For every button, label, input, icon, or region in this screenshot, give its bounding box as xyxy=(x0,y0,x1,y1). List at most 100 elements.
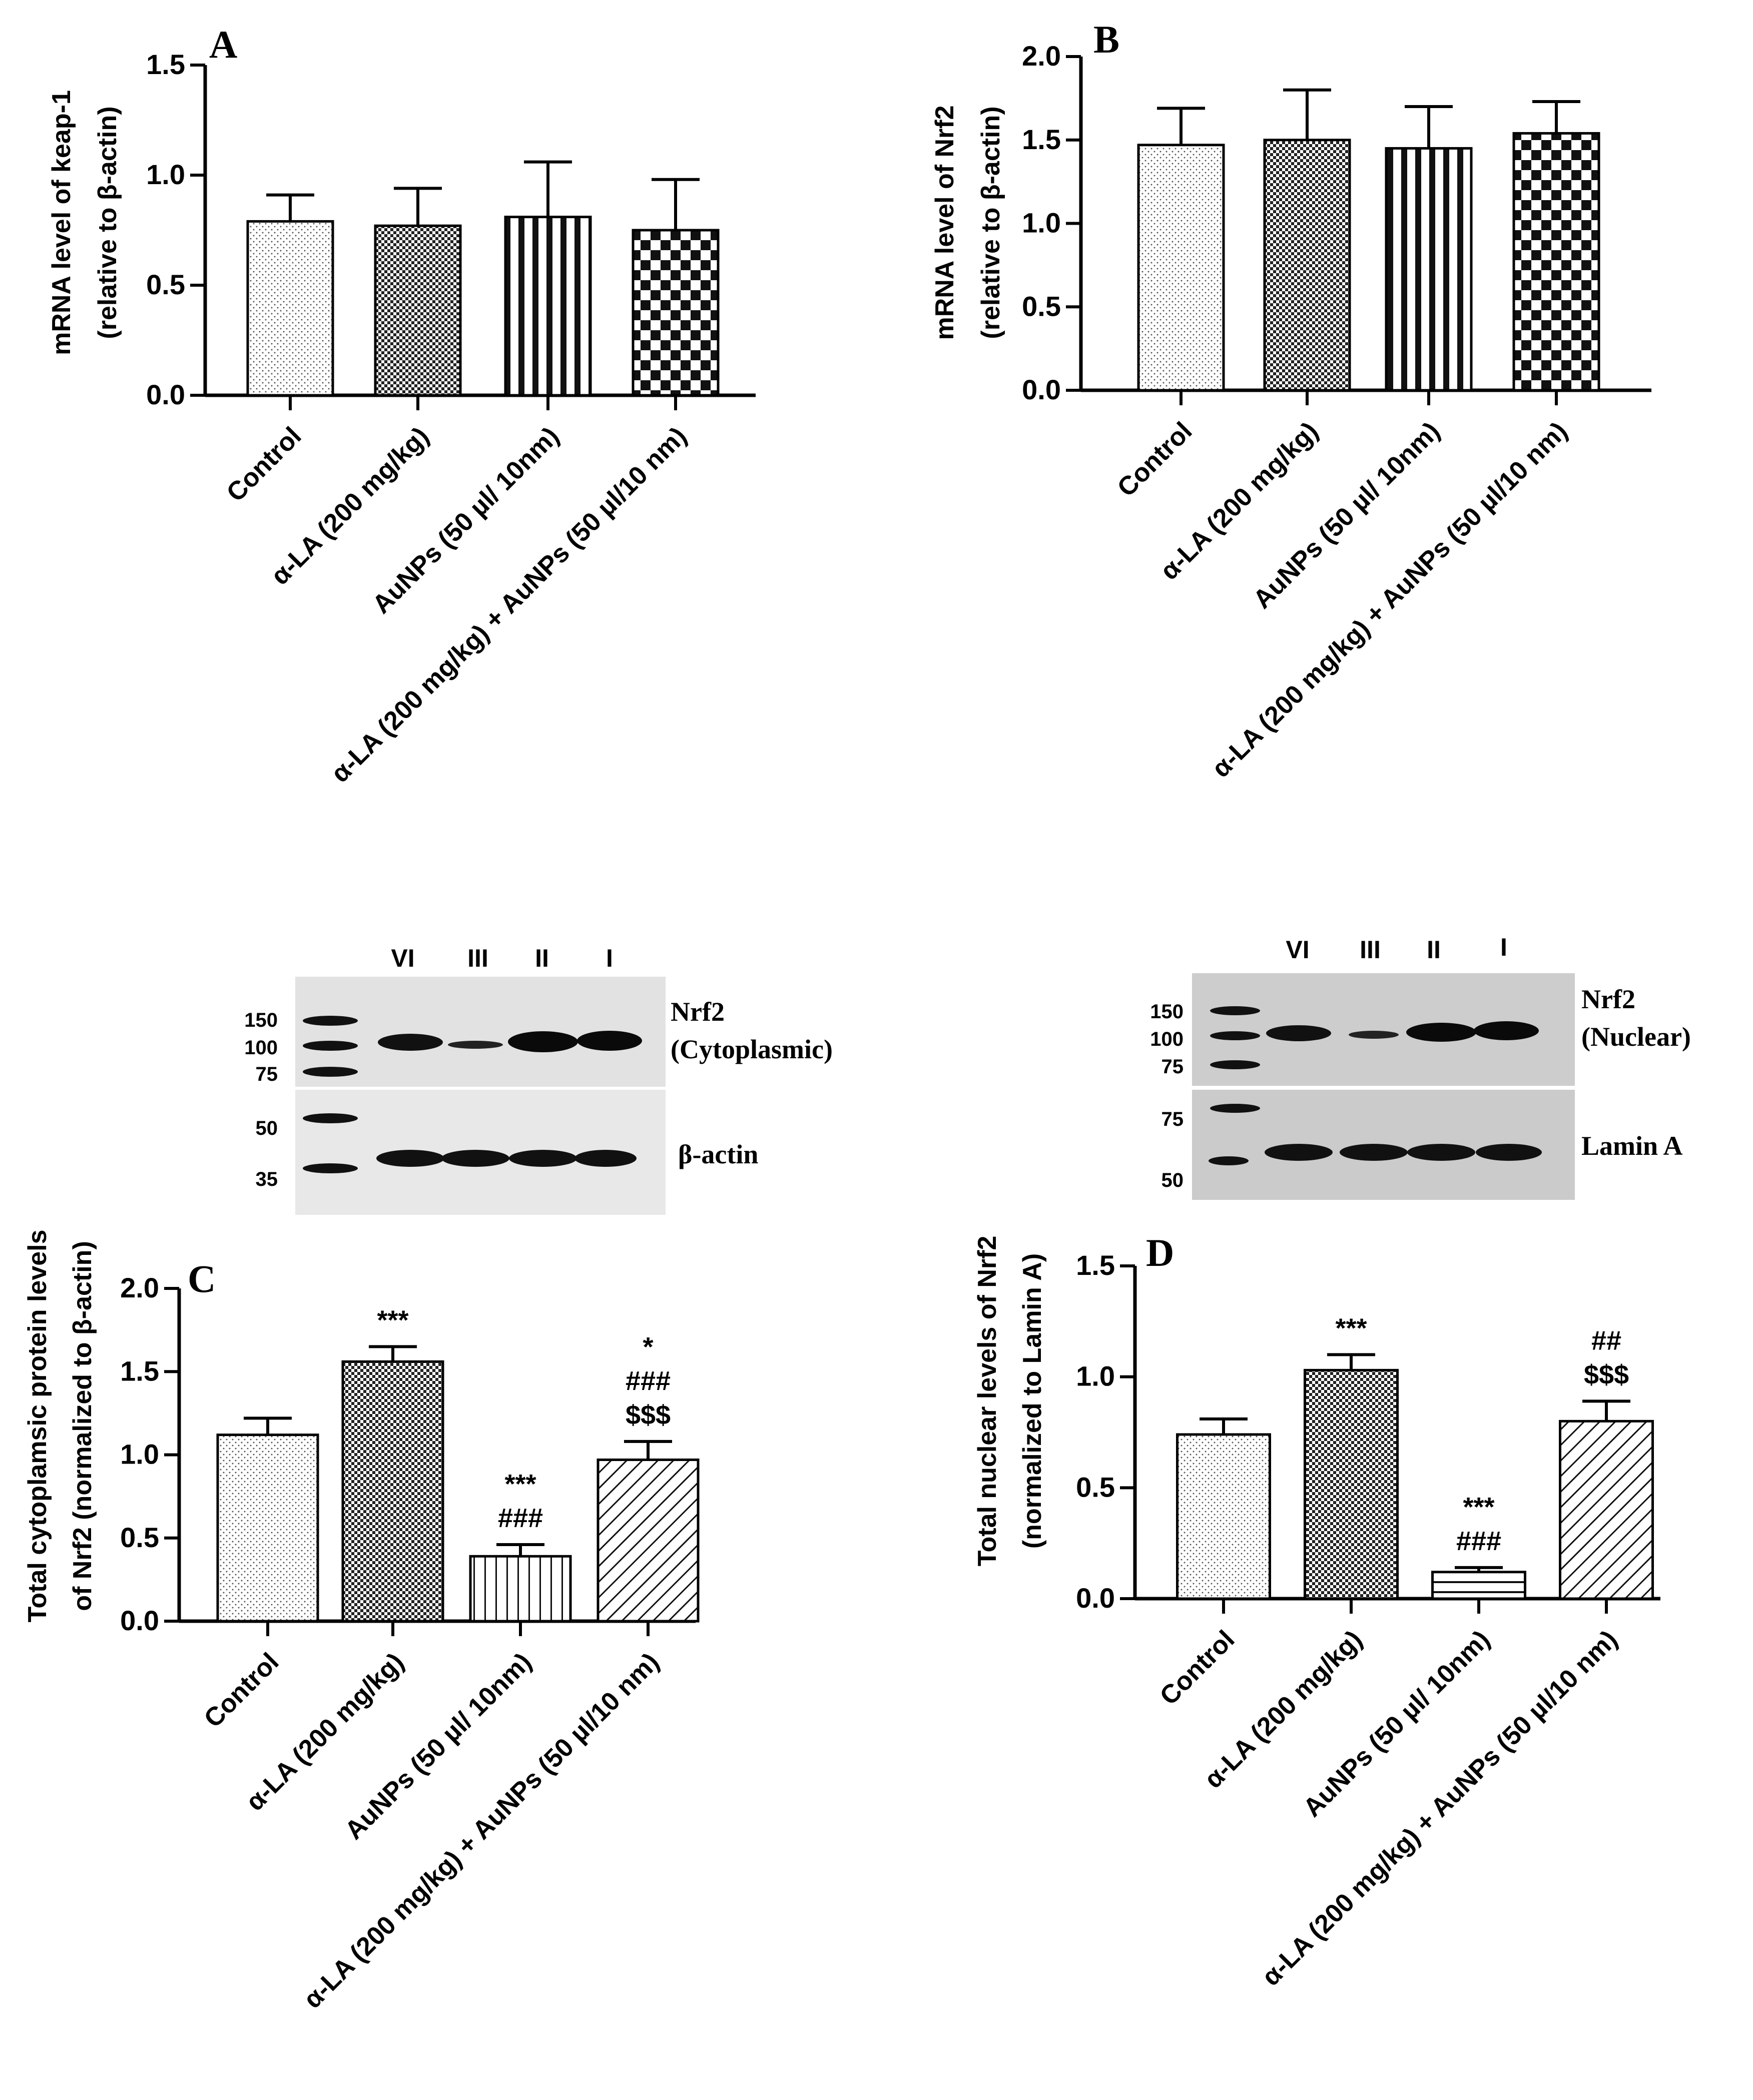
blot1-marker: 75 xyxy=(256,1063,278,1085)
blot2-label: Nrf2 xyxy=(1581,984,1635,1014)
panel-b-ylabel-line1: mRNA level of Nrf2 xyxy=(930,105,959,340)
ladder-band xyxy=(1210,1104,1260,1113)
y-tick-label: 1.5 xyxy=(146,49,185,80)
blot1-label: Nrf2 xyxy=(671,997,725,1027)
significance-label: * xyxy=(643,1332,653,1362)
significance-label: ### xyxy=(626,1366,671,1396)
panel-c-ylabel-line2: of Nrf2 (normalized to β-actin) xyxy=(68,1241,97,1611)
ladder-band xyxy=(1210,1006,1260,1015)
y-tick-label: 2.0 xyxy=(120,1272,159,1303)
blot1-label: (Cytoplasmic) xyxy=(671,1034,833,1064)
blot1-marker: 35 xyxy=(256,1168,278,1190)
panel-b-ylabel-line2: (relative to β-actin) xyxy=(976,106,1005,339)
panel-a-letter: A xyxy=(209,23,237,66)
ladder-band xyxy=(1210,1060,1260,1069)
blot-band xyxy=(441,1150,509,1167)
category-label: Control xyxy=(199,1647,285,1733)
ladder-band xyxy=(1210,1031,1260,1040)
panel-d-ylabel-line2: (normalized to Lamin A) xyxy=(1018,1253,1047,1549)
significance-label: *** xyxy=(1463,1492,1494,1522)
blot2-lane-label: I xyxy=(1500,933,1507,961)
y-tick-label: 0.0 xyxy=(120,1605,159,1636)
blot2-marker: 150 xyxy=(1150,1001,1184,1023)
bar xyxy=(632,229,720,397)
y-tick-label: 1.5 xyxy=(120,1355,159,1386)
ladder-band xyxy=(303,1067,358,1077)
blot-band xyxy=(1407,1144,1475,1161)
category-label: Control xyxy=(221,421,307,507)
y-tick-label: 1.5 xyxy=(1076,1249,1115,1281)
blot1-label: β-actin xyxy=(678,1139,758,1169)
panel-c-letter: C xyxy=(188,1257,216,1300)
significance-label: *** xyxy=(1335,1313,1367,1343)
blot2-lane-label: VI xyxy=(1286,936,1309,964)
blot-band xyxy=(1406,1023,1476,1042)
y-tick-label: 1.0 xyxy=(120,1439,159,1470)
panel-b-letter: B xyxy=(1093,18,1119,61)
ladder-band xyxy=(303,1113,358,1123)
western-blot-nuclear: VI III II I 150 100 75 75 50 Nrf2 (Nucle… xyxy=(1150,933,1691,1200)
y-tick-label: 1.0 xyxy=(146,159,185,190)
ladder-band xyxy=(303,1163,358,1173)
blot1-marker: 50 xyxy=(256,1117,278,1139)
blot-band xyxy=(509,1150,577,1167)
western-blot-cytoplasmic: VI III II I 150 100 75 50 35 Nrf2 (Cytop… xyxy=(244,944,833,1215)
blot2-label: (Nuclear) xyxy=(1581,1022,1691,1052)
panel-d-letter: D xyxy=(1146,1231,1174,1274)
ladder-band xyxy=(1209,1156,1249,1165)
ladder-band xyxy=(303,1016,358,1026)
blot1-marker: 150 xyxy=(244,1009,278,1031)
blot2-marker: 50 xyxy=(1161,1169,1184,1191)
significance-label: *** xyxy=(377,1305,408,1335)
bar xyxy=(1431,1571,1526,1600)
blot-band xyxy=(1349,1031,1399,1039)
bar xyxy=(216,1434,319,1623)
y-tick-label: 0.5 xyxy=(1076,1471,1115,1503)
bar xyxy=(374,224,462,397)
y-tick-label: 0.0 xyxy=(1022,374,1061,405)
category-label: Control xyxy=(1154,1625,1241,1711)
bar xyxy=(1176,1433,1271,1600)
significance-label: *** xyxy=(504,1469,536,1499)
blot-band xyxy=(1474,1021,1539,1040)
panel-c: C Total cytoplamsic protein levels of Nr… xyxy=(23,1229,700,2014)
blot-band xyxy=(1476,1144,1542,1161)
bar xyxy=(341,1360,444,1623)
panel-a-ylabel-line1: mRNA level of keap-1 xyxy=(47,90,76,355)
significance-label: ### xyxy=(1456,1526,1501,1556)
blot-band xyxy=(376,1150,444,1167)
y-tick-label: 0.0 xyxy=(1076,1582,1115,1614)
panel-d-ylabel-line1: Total nuclear levels of Nrf2 xyxy=(973,1236,1002,1567)
ladder-band xyxy=(303,1041,358,1051)
bar xyxy=(246,220,334,397)
y-tick-label: 2.0 xyxy=(1022,40,1061,72)
significance-label: ### xyxy=(498,1503,543,1533)
category-label: Control xyxy=(1112,416,1198,502)
y-tick-label: 0.5 xyxy=(1022,290,1061,322)
blot-band xyxy=(577,1031,642,1051)
y-tick-label: 1.0 xyxy=(1076,1360,1115,1392)
blot1-marker: 100 xyxy=(244,1037,278,1059)
blot1-lane-label: II xyxy=(535,944,549,972)
blot2-lane-label: III xyxy=(1360,936,1381,964)
bar xyxy=(1385,147,1473,392)
bar xyxy=(1304,1368,1399,1600)
y-tick-label: 0.5 xyxy=(146,269,185,300)
blot2-marker: 100 xyxy=(1150,1028,1184,1050)
blot2-lane-label: II xyxy=(1427,936,1441,964)
bar xyxy=(469,1555,572,1623)
panel-c-ylabel-line1: Total cytoplamsic protein levels xyxy=(23,1229,52,1622)
blot-band xyxy=(574,1150,637,1167)
y-tick-label: 0.5 xyxy=(120,1522,159,1553)
blot-band xyxy=(378,1034,443,1051)
significance-label: $$$ xyxy=(626,1400,671,1430)
blot-band xyxy=(1265,1144,1333,1161)
y-tick-label: 1.5 xyxy=(1022,124,1061,155)
blot1-lane-label: VI xyxy=(391,944,414,972)
blot2-marker: 75 xyxy=(1161,1056,1184,1078)
significance-label: $$$ xyxy=(1584,1359,1629,1389)
